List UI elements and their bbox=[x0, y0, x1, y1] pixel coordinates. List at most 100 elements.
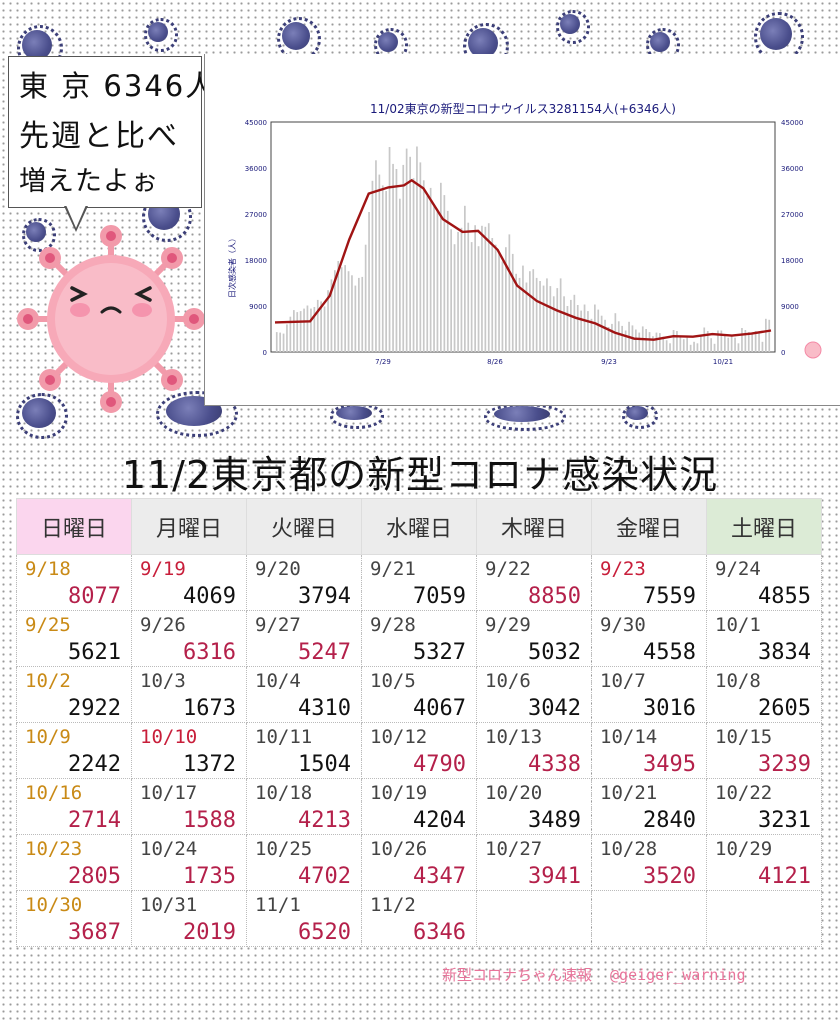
daily-case-bar bbox=[635, 329, 637, 352]
day-case-count: 8077 bbox=[68, 584, 121, 609]
virus-mascot-icon bbox=[17, 225, 205, 413]
day-case-count: 4204 bbox=[413, 808, 466, 833]
daily-case-bar bbox=[392, 163, 394, 352]
day-cell: 10/8 2605 bbox=[706, 666, 822, 723]
day-case-count: 3042 bbox=[528, 696, 581, 721]
daily-case-bar bbox=[669, 343, 671, 352]
daily-case-bar bbox=[703, 327, 706, 352]
y-tick-label-left: 36000 bbox=[245, 165, 267, 173]
day-date: 9/25 bbox=[25, 614, 71, 636]
daily-case-bar bbox=[419, 162, 422, 352]
x-tick-label: 7/29 bbox=[375, 358, 391, 366]
daily-case-bar bbox=[696, 343, 699, 352]
daily-case-bar bbox=[621, 325, 623, 352]
daily-case-bar bbox=[720, 330, 723, 352]
daily-case-bar bbox=[539, 281, 541, 352]
daily-case-bar bbox=[501, 261, 504, 352]
daily-case-bar bbox=[522, 265, 524, 352]
daily-case-bar bbox=[717, 330, 719, 352]
daily-case-bar bbox=[652, 336, 654, 352]
day-date: 9/18 bbox=[25, 558, 71, 580]
y-tick-label-left: 18000 bbox=[245, 257, 267, 265]
daily-case-bar bbox=[518, 277, 521, 352]
day-cell: 11/1 6520 bbox=[246, 890, 362, 947]
day-date: 9/30 bbox=[600, 614, 646, 636]
daily-case-bar bbox=[552, 296, 555, 352]
y-tick-label-left: 27000 bbox=[245, 211, 267, 219]
day-cell: 10/2 2922 bbox=[16, 666, 132, 723]
daily-case-bar bbox=[368, 212, 370, 352]
day-cell: 9/23 7559 bbox=[591, 554, 707, 611]
day-date: 10/25 bbox=[255, 838, 313, 860]
daily-case-bar bbox=[457, 231, 459, 352]
day-case-count: 3941 bbox=[528, 864, 581, 889]
bubble-line-count: 東 京 6346人 bbox=[19, 69, 217, 103]
daily-case-bar bbox=[443, 195, 446, 352]
daily-case-bar bbox=[361, 276, 364, 352]
daily-case-bar bbox=[310, 308, 312, 352]
day-cell: 10/3 1673 bbox=[131, 666, 247, 723]
table-row: 10/30 3687 10/31 2019 11/1 6520 11/2 6346 bbox=[16, 890, 822, 947]
day-cell: 10/17 1588 bbox=[131, 778, 247, 835]
day-case-count: 3834 bbox=[758, 640, 811, 665]
daily-case-bar bbox=[429, 187, 432, 352]
virus-icon bbox=[276, 16, 322, 62]
daily-case-bar bbox=[710, 338, 712, 352]
day-cell: 10/21 2840 bbox=[591, 778, 707, 835]
daily-case-bar bbox=[299, 311, 302, 352]
day-case-count: 3239 bbox=[758, 752, 811, 777]
daily-case-bar bbox=[286, 324, 288, 352]
daily-case-bar bbox=[672, 330, 675, 352]
daily-case-bar bbox=[700, 335, 702, 352]
daily-case-bar bbox=[340, 267, 343, 352]
daily-case-bar bbox=[576, 305, 579, 352]
day-case-count: 4347 bbox=[413, 864, 466, 889]
day-cell: 9/24 4855 bbox=[706, 554, 822, 611]
weekday-header: 火曜日 bbox=[246, 498, 362, 555]
daily-case-bar bbox=[515, 273, 517, 352]
y-tick-label-left: 9000 bbox=[249, 303, 267, 311]
daily-case-bar bbox=[744, 330, 747, 352]
day-case-count: 1673 bbox=[183, 696, 236, 721]
daily-case-bar bbox=[334, 270, 336, 352]
daily-case-bar bbox=[529, 271, 531, 352]
day-case-count: 2605 bbox=[758, 696, 811, 721]
daily-case-bar bbox=[337, 261, 340, 352]
daily-case-bar bbox=[293, 310, 295, 352]
day-case-count: 1588 bbox=[183, 808, 236, 833]
daily-case-bar bbox=[570, 299, 572, 352]
day-case-count: 1372 bbox=[183, 752, 236, 777]
daily-case-bar bbox=[751, 334, 753, 352]
chart-title: 11/02東京の新型コロナウイルス3281154人(+6346人) bbox=[370, 102, 676, 116]
day-date: 10/15 bbox=[715, 726, 773, 748]
day-case-count: 3016 bbox=[643, 696, 696, 721]
daily-case-bar bbox=[587, 311, 589, 352]
daily-case-bar bbox=[385, 191, 387, 352]
daily-case-bar bbox=[282, 333, 285, 352]
day-cell: 11/2 6346 bbox=[361, 890, 477, 947]
daily-case-bar bbox=[494, 244, 497, 352]
day-date: 10/4 bbox=[255, 670, 301, 692]
day-date: 10/14 bbox=[600, 726, 658, 748]
day-date: 9/26 bbox=[140, 614, 186, 636]
day-case-count: 6520 bbox=[298, 920, 351, 945]
day-cell: 10/12 4790 bbox=[361, 722, 477, 779]
day-case-count: 5621 bbox=[68, 640, 121, 665]
day-cell: 10/11 1504 bbox=[246, 722, 362, 779]
daily-case-bar bbox=[594, 304, 596, 352]
day-date: 10/21 bbox=[600, 782, 658, 804]
y-tick-label-right: 45000 bbox=[781, 119, 803, 127]
day-date: 10/24 bbox=[140, 838, 198, 860]
daily-case-bar bbox=[693, 341, 695, 352]
daily-case-bar bbox=[734, 337, 736, 352]
day-case-count: 4121 bbox=[758, 864, 811, 889]
daily-case-bar bbox=[525, 282, 528, 352]
table-row: 9/25 5621 9/26 6316 9/27 5247 9/28 5327 9/29 5032… bbox=[16, 610, 822, 667]
day-cell: 9/22 8850 bbox=[476, 554, 592, 611]
daily-case-bar bbox=[375, 160, 377, 352]
day-cell: 10/24 1735 bbox=[131, 834, 247, 891]
daily-case-bar bbox=[402, 164, 405, 352]
day-case-count: 5247 bbox=[298, 640, 351, 665]
daily-case-bar bbox=[313, 307, 316, 352]
daily-case-bar bbox=[724, 334, 726, 352]
